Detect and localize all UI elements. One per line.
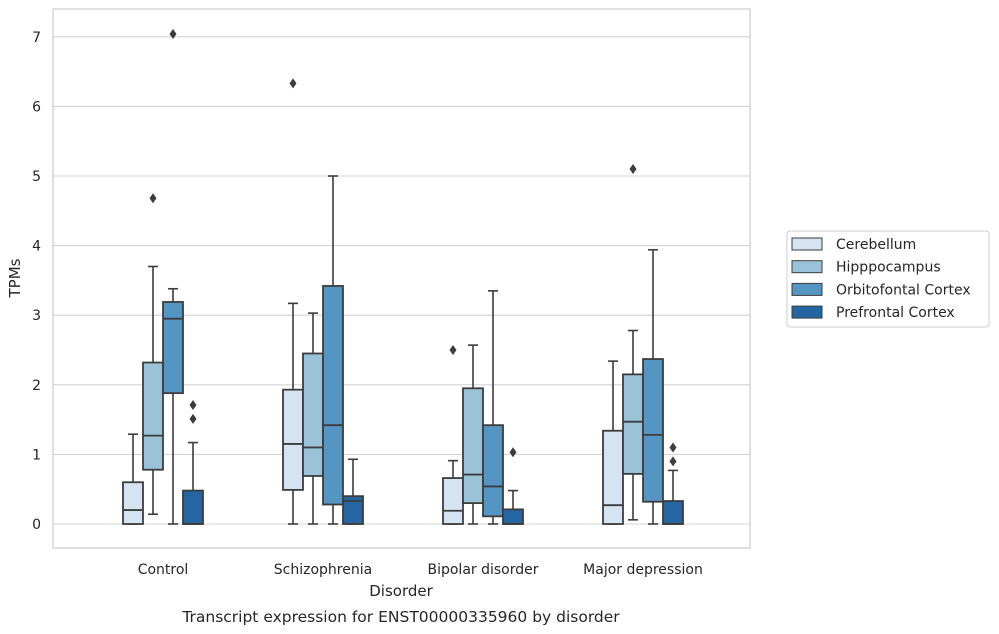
legend-label: Orbitofontal Cortex [836, 282, 971, 298]
box-mark [162, 29, 184, 525]
outlier-point [289, 78, 297, 89]
legend-swatch [791, 237, 823, 251]
outlier-point [189, 399, 197, 410]
series-prefrontal-cortex [182, 399, 684, 525]
box-body [442, 477, 464, 525]
chart-caption: Transcript expression for ENST0000033596… [181, 608, 620, 626]
outlier-point [669, 456, 677, 467]
box-body [322, 285, 344, 506]
y-tick-label: 7 [32, 30, 41, 46]
legend-swatch [791, 305, 823, 319]
box-mark [182, 399, 204, 525]
box-body [662, 500, 684, 525]
y-tick-labels: 0 1 2 3 4 5 6 7 [32, 30, 41, 533]
box-body [182, 489, 204, 525]
box-body [282, 388, 304, 491]
box-body [302, 352, 324, 477]
series-orbitofontal-cortex [162, 29, 664, 525]
box-mark [442, 345, 464, 525]
y-tick-label: 0 [32, 517, 41, 533]
legend-label: Cerebellum [836, 237, 916, 253]
box-body [622, 373, 644, 475]
box-mark [502, 447, 524, 525]
box-mark [462, 344, 484, 525]
y-tick-label: 1 [32, 447, 41, 463]
box-body [122, 481, 144, 525]
x-tick-label: Schizophrenia [274, 562, 372, 578]
outlier-point [629, 164, 637, 175]
x-tick-label: Control [138, 562, 189, 578]
outlier-point [169, 29, 177, 40]
y-tick-label: 4 [32, 239, 41, 255]
legend-label: Prefrontal Cortex [836, 305, 955, 321]
x-tick-labels: Control Schizophrenia Bipolar disorder Majo… [138, 562, 703, 578]
y-axis-label: TPMs [6, 258, 24, 298]
outlier-point [149, 193, 157, 204]
box-mark [622, 164, 644, 521]
box-series [122, 29, 684, 525]
legend-swatch [791, 282, 823, 296]
box-body [462, 387, 484, 505]
y-tick-label: 2 [32, 378, 41, 394]
box-mark [642, 248, 664, 525]
x-tick-label: Major depression [583, 562, 703, 578]
box-body [642, 358, 664, 503]
x-axis-label: Disorder [369, 582, 433, 600]
y-tick-label: 6 [32, 99, 41, 115]
y-tick-label: 5 [32, 169, 41, 185]
outlier-point [669, 442, 677, 453]
legend: Cerebellum Hipppocampus Orbitofontal Corte… [786, 230, 990, 328]
plot-frame [52, 8, 751, 549]
y-tick-label: 3 [32, 308, 41, 324]
series-cerebellum [122, 78, 624, 525]
legend-label: Hipppocampus [836, 260, 941, 276]
box-mark [302, 312, 324, 525]
box-mark [142, 193, 164, 516]
series-hipppocampus [142, 164, 644, 525]
box-body [502, 508, 524, 525]
box-body [162, 301, 184, 395]
outlier-point [449, 345, 457, 355]
box-mark [602, 360, 624, 525]
box-mark [122, 433, 144, 525]
outlier-point [509, 447, 517, 458]
box-body [482, 424, 504, 518]
box-body [142, 361, 164, 471]
x-tick-label: Bipolar disorder [427, 562, 538, 578]
box-body [342, 495, 364, 525]
box-mark [482, 290, 504, 525]
box-mark [662, 442, 684, 525]
outlier-point [189, 413, 197, 424]
box-mark [282, 78, 304, 525]
legend-frame [786, 230, 990, 328]
box-body [602, 429, 624, 525]
box-mark [342, 458, 364, 525]
legend-swatch [791, 260, 823, 274]
box-mark [322, 175, 344, 525]
